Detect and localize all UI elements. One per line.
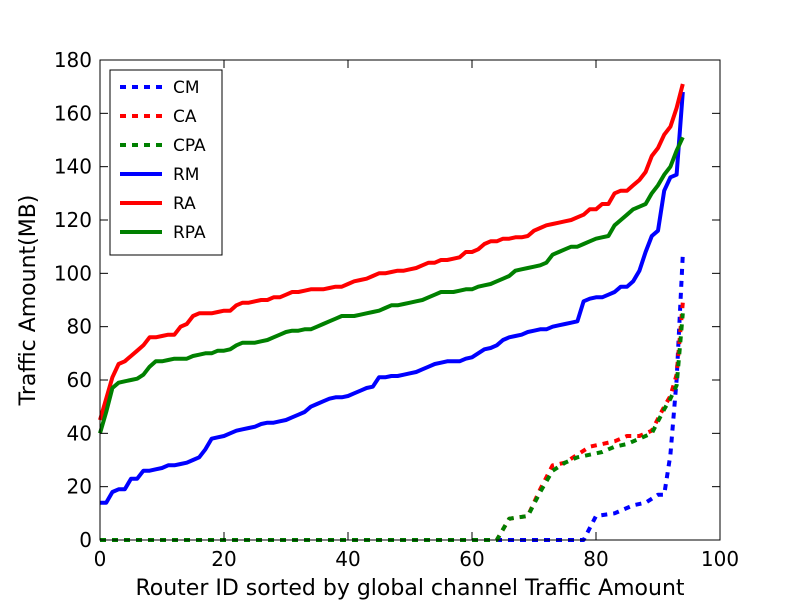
- legend-label-rpa: RPA: [173, 223, 206, 243]
- x-tick-label: 20: [211, 547, 236, 571]
- series-line-rpa: [98, 136, 685, 434]
- y-axis-label: Traffic Amount(MB): [16, 195, 41, 407]
- series-line-cm: [100, 254, 685, 542]
- y-tick-label: 140: [54, 155, 92, 179]
- y-tick-label: 100: [54, 261, 92, 285]
- ticks-layer: 0 20 40 60 80 100 0 20 40 60 80 100 120 140 160 180: [54, 48, 739, 571]
- y-tick-label: 160: [54, 101, 92, 125]
- y-tick-label: 60: [67, 368, 92, 392]
- x-axis-label: Router ID sorted by global channel Traff…: [135, 576, 684, 600]
- y-tick-label: 20: [67, 475, 92, 499]
- x-tick-label: 80: [583, 547, 608, 571]
- y-tick-label: 40: [67, 421, 92, 445]
- series-layer: [98, 83, 685, 542]
- legend-frame: [109, 69, 223, 256]
- x-tick-label: 60: [459, 547, 484, 571]
- y-tick-label: 80: [67, 315, 92, 339]
- series-line-cpa: [100, 313, 685, 542]
- series-line-ra: [98, 83, 685, 421]
- legend-label-rm: RM: [173, 165, 199, 185]
- x-tick-label: 40: [335, 547, 360, 571]
- legend: CM CA CPA RM RA RPA: [109, 69, 223, 256]
- series-line-rm: [100, 91, 685, 505]
- legend-label-ra: RA: [173, 194, 196, 214]
- y-tick-label: 0: [79, 528, 92, 552]
- legend-label-cpa: CPA: [173, 136, 206, 156]
- x-tick-label: 0: [94, 547, 107, 571]
- plot-frame: [99, 59, 721, 541]
- legend-label-cm: CM: [173, 78, 200, 98]
- y-tick-label: 120: [54, 208, 92, 232]
- legend-label-ca: CA: [173, 107, 197, 127]
- x-tick-label: 100: [701, 547, 739, 571]
- y-tick-label: 180: [54, 48, 92, 72]
